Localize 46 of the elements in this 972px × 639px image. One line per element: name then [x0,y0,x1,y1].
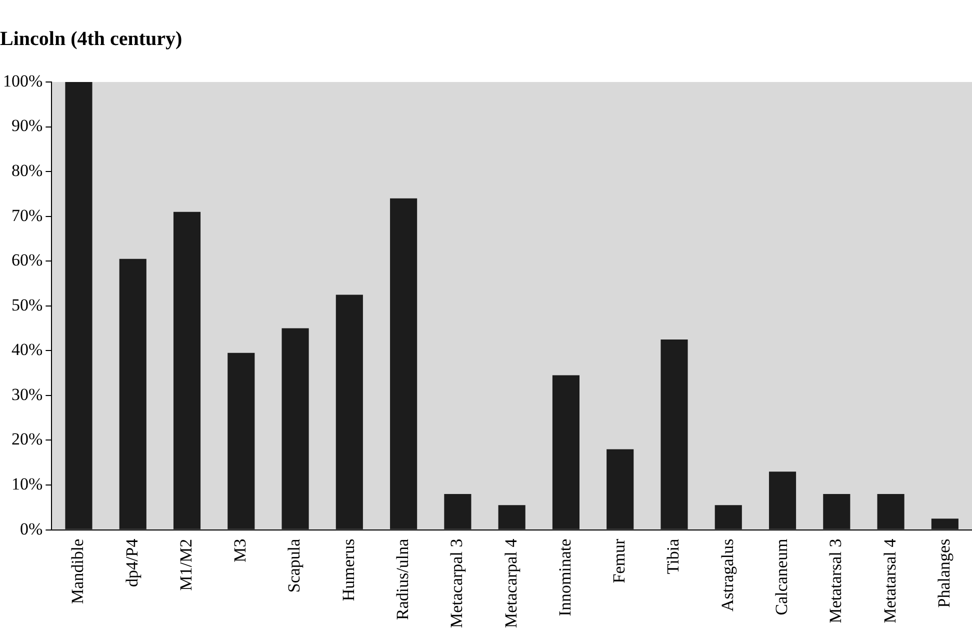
x-tick-label: M3 [230,538,250,562]
bar [282,328,309,530]
bar [606,449,634,530]
y-tick-label: 50% [11,295,43,314]
y-tick-label: 60% [11,250,43,270]
bar [768,472,796,530]
y-tick-label: 30% [11,384,43,404]
x-tick-label: Calcaneum [772,538,791,616]
x-tick-label: Metacarpal 3 [447,538,466,628]
y-tick-label: 90% [11,116,43,136]
bar [444,494,472,530]
bar [823,494,850,530]
x-tick-label: dp4/P4 [122,538,142,587]
x-tick-label: Femur [610,538,629,584]
x-tick-label: Astragalus [718,538,737,612]
x-tick-label: Radius/ulna [393,538,412,620]
chart-title: Lincoln (4th century) [0,28,182,50]
bar [931,518,958,530]
y-tick-label: 80% [11,161,43,180]
x-tick-label: Metatarsal 3 [826,538,846,624]
x-tick-label: Metatarsal 4 [880,538,900,624]
bar [552,375,580,530]
y-tick-label: 10% [11,474,43,494]
bar [336,294,363,530]
x-tick-label: Innominate [555,538,574,616]
x-tick-label: Scapula [284,538,304,593]
bar [714,505,742,530]
bar [65,82,92,530]
bar [498,505,526,530]
y-tick-label: 20% [11,430,43,449]
bar [173,212,201,530]
x-tick-label: Mandible [68,538,88,604]
bar [660,339,688,530]
x-tick-label: M1/M2 [176,538,196,591]
bar [119,258,146,530]
x-tick-label: Tibia [664,538,683,574]
bar [390,198,418,530]
y-tick-label: 0% [20,519,43,538]
bar [877,494,904,530]
x-tick-label: Humerus [338,538,358,602]
x-tick-label: Metacarpal 4 [501,538,520,628]
x-tick-label: Phalanges [934,538,954,608]
bar [228,352,255,530]
y-tick-label: 40% [11,340,43,360]
y-tick-label: 70% [11,206,43,225]
y-tick-label: 100% [2,71,43,90]
